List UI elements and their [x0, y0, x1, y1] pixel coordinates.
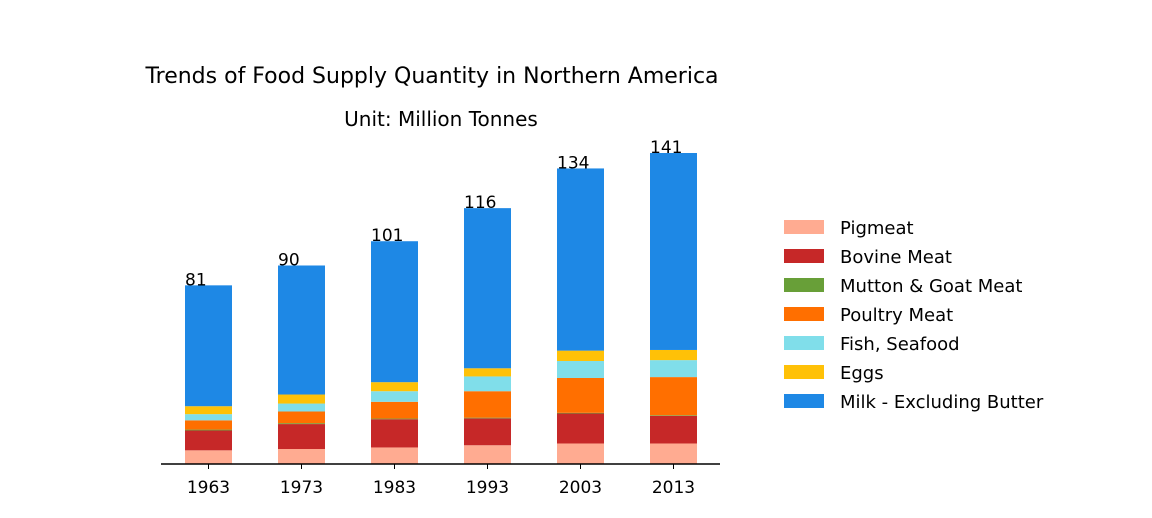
- bar-segment-1973-4: [278, 403, 325, 412]
- bar-segment-1983-2: [371, 418, 418, 420]
- total-labels: 81 90 101 116 134 141: [185, 138, 682, 290]
- bar-segment-2013-4: [650, 360, 697, 378]
- x-axis-ticks: 1963 1973 1983 1993 2003 2013: [187, 464, 695, 498]
- bar-segment-1983-5: [371, 382, 418, 392]
- x-tick-label-1983: 1983: [373, 478, 416, 498]
- total-label-1983: 101: [371, 226, 403, 246]
- bar-segment-1973-0: [278, 449, 325, 464]
- x-tick-label-2003: 2003: [559, 478, 602, 498]
- x-tick-label-1993: 1993: [466, 478, 509, 498]
- legend-label-5: Eggs: [840, 363, 884, 384]
- bar-segment-2003-1: [557, 413, 604, 444]
- bar-segment-1993-2: [464, 417, 511, 419]
- total-label-2013: 141: [650, 138, 682, 158]
- legend-label-3: Poultry Meat: [840, 305, 953, 326]
- bar-segment-2003-6: [557, 168, 604, 351]
- bar-segment-1973-1: [278, 424, 325, 450]
- chart-subtitle: Unit: Million Tonnes: [344, 107, 538, 131]
- legend-swatch-6: [784, 394, 824, 408]
- bar-segment-2003-0: [557, 443, 604, 464]
- bar-segment-1973-5: [278, 394, 325, 404]
- total-label-1963: 81: [185, 270, 207, 290]
- legend-label-2: Mutton & Goat Meat: [840, 276, 1022, 297]
- bar-segment-2013-6: [650, 153, 697, 350]
- legend-swatch-2: [784, 278, 824, 292]
- legend-label-6: Milk - Excluding Butter: [840, 392, 1044, 413]
- bar-segment-2003-5: [557, 350, 604, 361]
- bar-segment-1993-3: [464, 391, 511, 418]
- bar-segment-1963-5: [185, 406, 232, 415]
- bar-segment-1973-2: [278, 423, 325, 425]
- bar-segment-1993-0: [464, 445, 511, 464]
- bar-segment-1973-3: [278, 411, 325, 424]
- legend-swatch-0: [784, 220, 824, 234]
- bar-segment-1983-4: [371, 391, 418, 402]
- bar-segment-1963-0: [185, 450, 232, 464]
- bar-segment-2003-4: [557, 360, 604, 378]
- bar-segment-2013-3: [650, 377, 697, 416]
- x-tick-label-1973: 1973: [280, 478, 323, 498]
- legend-label-1: Bovine Meat: [840, 247, 952, 268]
- legend-swatch-4: [784, 336, 824, 350]
- total-label-2003: 134: [557, 153, 589, 173]
- bar-segment-2003-3: [557, 377, 604, 413]
- bar-segment-2013-5: [650, 349, 697, 361]
- legend-swatch-1: [784, 249, 824, 263]
- bar-segment-1963-1: [185, 430, 232, 451]
- bar-segment-1983-1: [371, 419, 418, 448]
- bar-segment-1993-6: [464, 208, 511, 369]
- total-label-1993: 116: [464, 193, 496, 213]
- bar-segment-1963-2: [185, 429, 232, 431]
- legend-label-4: Fish, Seafood: [840, 334, 960, 355]
- bar-segment-2003-2: [557, 412, 604, 414]
- bar-segment-1973-6: [278, 265, 325, 395]
- bar-segment-1963-6: [185, 285, 232, 407]
- legend-swatch-5: [784, 365, 824, 379]
- legend-label-0: Pigmeat: [840, 218, 914, 239]
- bar-segment-2013-0: [650, 443, 697, 464]
- bar-segment-1983-3: [371, 401, 418, 419]
- bar-segment-1993-5: [464, 368, 511, 377]
- bar-segment-2013-1: [650, 415, 697, 444]
- bar-segment-1983-6: [371, 241, 418, 383]
- bar-segment-1983-0: [371, 447, 418, 464]
- bar-segment-2013-2: [650, 415, 697, 416]
- legend: Pigmeat Bovine Meat Mutton & Goat Meat Poul…: [784, 218, 1044, 413]
- legend-swatch-3: [784, 307, 824, 321]
- total-label-1973: 90: [278, 250, 300, 270]
- bar-segment-1963-3: [185, 420, 232, 430]
- x-tick-label-2013: 2013: [652, 478, 695, 498]
- bars-group: [185, 153, 697, 464]
- bar-segment-1993-1: [464, 418, 511, 446]
- bar-segment-1993-4: [464, 376, 511, 392]
- chart-title: Trends of Food Supply Quantity in Northe…: [144, 64, 718, 89]
- x-tick-label-1963: 1963: [187, 478, 230, 498]
- bar-segment-1963-4: [185, 414, 232, 421]
